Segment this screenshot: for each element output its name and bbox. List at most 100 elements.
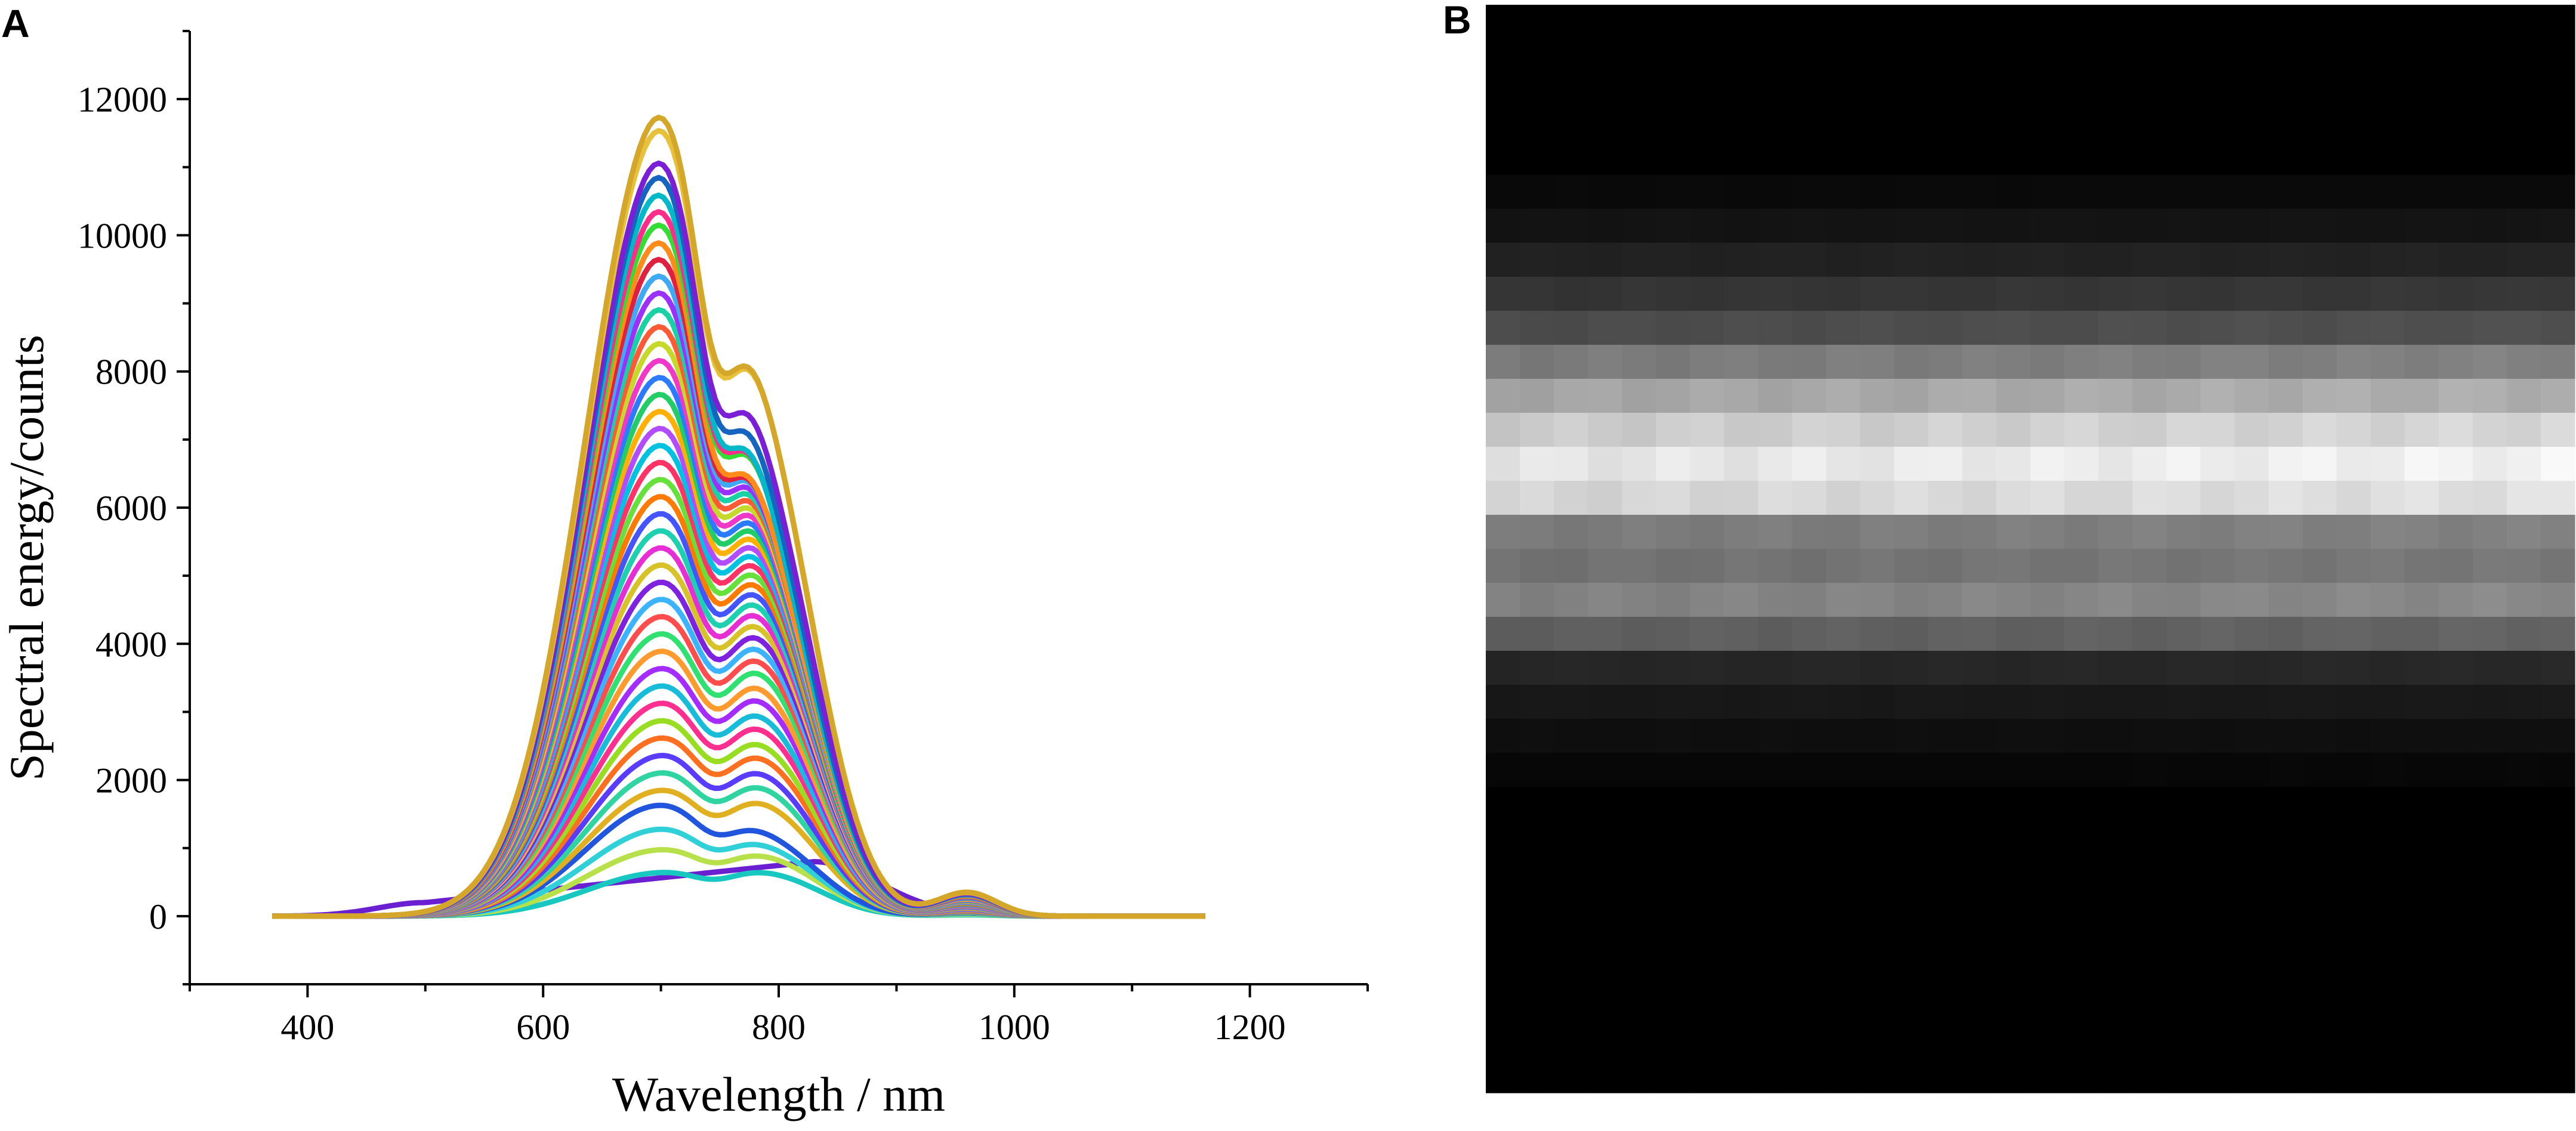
heatmap-cell [1622,243,1656,277]
heatmap-cell [2370,855,2405,889]
heatmap-cell [1826,1025,1861,1059]
heatmap-cell [1894,617,1929,651]
heatmap-cell [2540,549,2575,583]
heatmap-cell [2234,277,2269,311]
heatmap-cell [1894,107,1929,141]
heatmap-cell [1690,617,1724,651]
heatmap-cell [1520,1059,1554,1093]
heatmap-cell [1894,583,1929,617]
heatmap-cell [1792,549,1827,583]
heatmap-cell [2302,141,2337,175]
spectrum-series-line [272,847,1205,919]
heatmap-cell [2370,583,2405,617]
heatmap-cell [1860,311,1895,345]
heatmap-cell [2098,73,2133,107]
heatmap-cell [2268,685,2303,719]
heatmap-cell [2472,5,2507,39]
heatmap-cell [1690,447,1724,481]
heatmap-cell [2438,617,2473,651]
heatmap-cell [2200,617,2235,651]
heatmap-cell [1588,481,1622,515]
heatmap-cell [1588,991,1622,1025]
heatmap-cell [2064,311,2099,345]
heatmap-cell [2030,243,2065,277]
heatmap-cell [2540,481,2575,515]
x-axis-label: Wavelength / nm [612,1067,945,1121]
heatmap-cell [2438,277,2473,311]
heatmap-cell [2336,515,2371,549]
heatmap-cell [2540,141,2575,175]
heatmap-cell [1962,5,1997,39]
heatmap-cell [2336,651,2371,685]
heatmap-cell [1588,141,1622,175]
heatmap-cell [2268,753,2303,787]
heatmap-cell [2030,821,2065,855]
heatmap-cell [2336,855,2371,889]
heatmap-cell [1826,345,1861,379]
heatmap-cell [1486,957,1520,991]
heatmap-cell [2540,277,2575,311]
heatmap-cell [2132,73,2167,107]
heatmap-cell [2506,379,2541,413]
heatmap-cell [2540,889,2575,923]
heatmap-cell [1520,821,1554,855]
heatmap-cell [1520,855,1554,889]
heatmap-cell [1554,753,1588,787]
heatmap-cell [2506,481,2541,515]
heatmap-cell [2370,617,2405,651]
heatmap-cell [2438,515,2473,549]
heatmap-cell [1724,753,1759,787]
heatmap-cell [1792,923,1827,957]
heatmap-cell [1826,379,1861,413]
heatmap-cell [2030,379,2065,413]
heatmap-cell [1758,583,1793,617]
heatmap-cell [2030,209,2065,243]
heatmap-cell [2438,481,2473,515]
heatmap-cell [2200,1059,2235,1093]
heatmap-cell [1792,787,1827,821]
heatmap-cell [1894,243,1929,277]
heatmap-cell [1758,787,1793,821]
heatmap-cell [1554,447,1588,481]
heatmap-cell [2336,413,2371,447]
heatmap-cell [1792,5,1827,39]
heatmap-cell [2098,209,2133,243]
heatmap-cell [2132,787,2167,821]
heatmap-cell [2098,753,2133,787]
heatmap-cell [2098,107,2133,141]
heatmap-cell [2064,243,2099,277]
heatmap-cell [1826,39,1861,73]
heatmap-cell [2438,957,2473,991]
heatmap-cell [2438,1059,2473,1093]
heatmap-cell [1996,1059,2031,1093]
heatmap-cell [1520,447,1554,481]
y-tick-label: 12000 [78,80,167,119]
heatmap-cell [2064,1059,2099,1093]
heatmap-cell [1724,923,1759,957]
x-tick-label: 1000 [979,1008,1050,1047]
heatmap-cell [1792,379,1827,413]
heatmap-cell [1928,481,1963,515]
heatmap-cell [2370,141,2405,175]
heatmap-cell [1724,617,1759,651]
heatmap-cell [2064,447,2099,481]
heatmap-cell [1894,821,1929,855]
heatmap-cell [2404,175,2439,209]
heatmap-cell [1724,787,1759,821]
heatmap-cell [2336,617,2371,651]
heatmap-cell [2540,515,2575,549]
x-tick-label: 800 [752,1008,806,1047]
heatmap-cell [1928,5,1963,39]
heatmap-cell [1588,107,1622,141]
heatmap-cell [1928,175,1963,209]
heatmap-cell [1554,957,1588,991]
heatmap-cell [2132,549,2167,583]
heatmap-cell [1860,583,1895,617]
heatmap-cell [2336,447,2371,481]
heatmap-cell [1486,651,1520,685]
heatmap-cell [1486,923,1520,957]
heatmap-cell [2268,311,2303,345]
heatmap-cell [2166,957,2201,991]
heatmap-cell [2268,889,2303,923]
heatmap-cell [1656,1059,1690,1093]
